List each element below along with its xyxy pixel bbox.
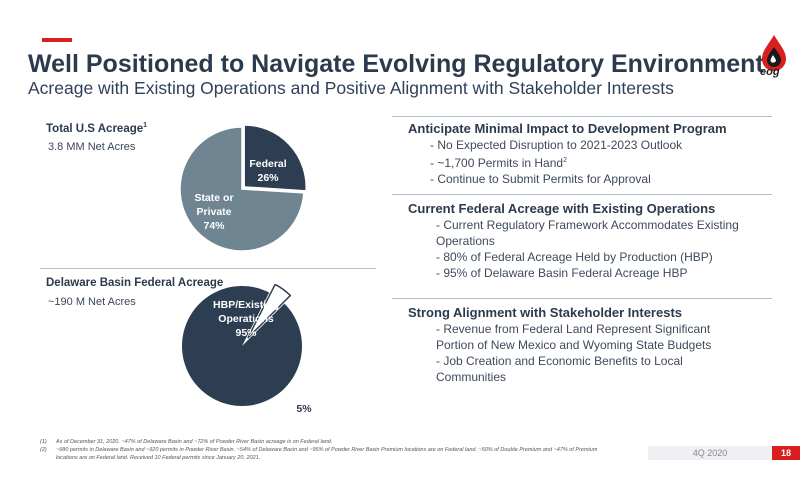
pie-slice: [182, 286, 302, 406]
page-title: Well Positioned to Navigate Evolving Reg…: [28, 50, 764, 78]
page-subtitle: Acreage with Existing Operations and Pos…: [28, 78, 674, 98]
pie-slice: [247, 284, 292, 339]
list-item: - ~1,700 Permits in Hand2: [430, 156, 567, 170]
logo-text: eog: [760, 66, 780, 78]
total-acreage-value: 3.8 MM Net Acres: [48, 141, 136, 153]
list-item: - Current Regulatory Framework Accommoda…: [436, 218, 739, 248]
delaware-pie-chart: [182, 284, 302, 406]
development-bullets: - No Expected Disruption to 2021-2023 Ou…: [430, 137, 770, 187]
footer-date: 4Q 2020: [648, 446, 772, 460]
flame-drop-logo-icon: [762, 35, 786, 71]
list-item: - No Expected Disruption to 2021-2023 Ou…: [430, 138, 683, 152]
right-divider-top: [392, 116, 772, 117]
stakeholder-bullets: - Revenue from Federal Land Represent Si…: [436, 321, 736, 385]
pie-label-state-private: State or Private 74%: [194, 192, 234, 232]
list-item: - 80% of Federal Acreage Held by Product…: [436, 250, 713, 264]
right-divider-2: [392, 194, 772, 195]
section-heading-federal-acreage: Current Federal Acreage with Existing Op…: [408, 201, 716, 216]
pie-slice: [179, 126, 305, 252]
pie-label-other: 5%: [296, 403, 312, 415]
list-item: - Job Creation and Economic Benefits to …: [436, 354, 683, 384]
delaware-acreage-title: Delaware Basin Federal Acreage: [46, 277, 224, 289]
list-item: - Continue to Submit Permits for Approva…: [430, 172, 651, 186]
section-heading-development: Anticipate Minimal Impact to Development…: [408, 121, 727, 136]
right-divider-3: [392, 298, 772, 299]
section-heading-stakeholder: Strong Alignment with Stakeholder Intere…: [408, 305, 682, 320]
list-item: - 95% of Delaware Basin Federal Acreage …: [436, 266, 688, 280]
pie-label-federal: Federal 26%: [249, 158, 287, 184]
footnote: (1) As of December 31, 2020. ~47% of Dela…: [40, 439, 333, 445]
total-acreage-pie-chart: [179, 124, 307, 252]
footnotes: (1) As of December 31, 2020. ~47% of Dela…: [40, 438, 620, 462]
page-number: 18: [772, 446, 800, 460]
pie-label-hbp: HBP/Existing Operations 95%: [213, 299, 279, 339]
total-acreage-title: Total U.S Acreage1: [46, 122, 148, 135]
left-divider: [40, 268, 376, 269]
list-item: - Revenue from Federal Land Represent Si…: [436, 322, 712, 352]
footnote: (2) ~680 permits in Delaware Basin and ~9…: [40, 447, 598, 461]
delaware-acreage-value: ~190 M Net Acres: [48, 296, 136, 308]
federal-acreage-bullets: - Current Regulatory Framework Accommoda…: [436, 217, 756, 281]
pie-slice: [243, 124, 307, 192]
title-accent-bar: [42, 38, 72, 42]
